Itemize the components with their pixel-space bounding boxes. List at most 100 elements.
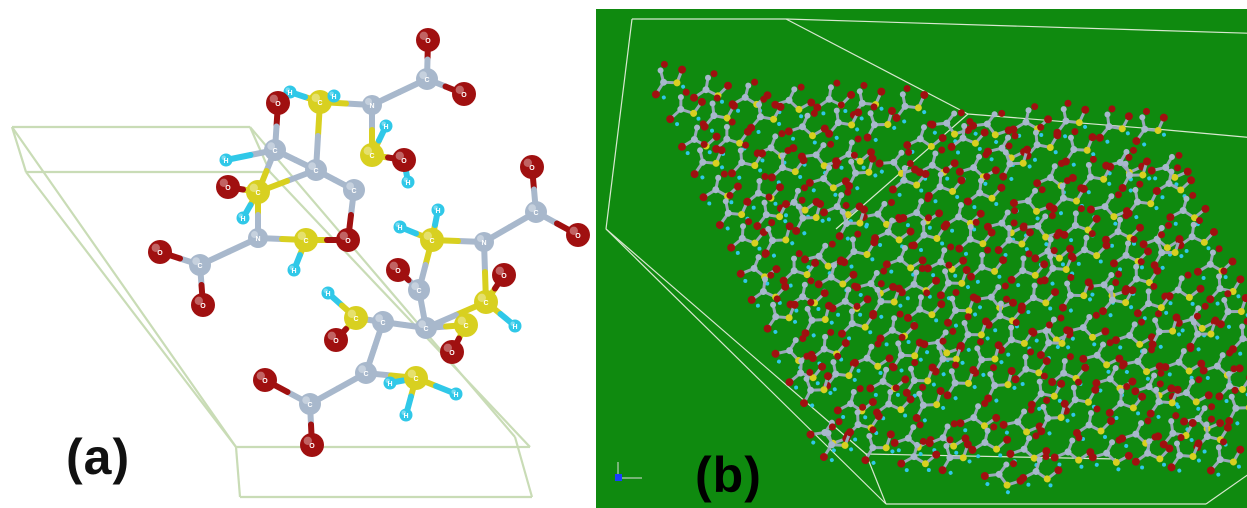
atom-letter: H [383, 124, 388, 131]
panel-label-a: (a) [66, 429, 131, 485]
atom: H [327, 89, 341, 103]
molecule-tile [752, 287, 808, 340]
molecule-tile [1164, 187, 1213, 231]
molecule-tile [1196, 341, 1247, 391]
atom: H [379, 119, 393, 133]
atom-letter: C [353, 316, 358, 323]
atom-letter: O [529, 165, 535, 172]
atom: C [415, 317, 437, 339]
molecule-tile [697, 168, 744, 209]
molecule-tile [1067, 149, 1122, 199]
atom-letter: H [453, 392, 458, 399]
atom-letter: H [387, 381, 392, 388]
atom-letter: C [272, 148, 277, 155]
atom: O [191, 293, 215, 317]
atom: O [440, 340, 464, 364]
molecule-tile [726, 75, 775, 118]
molecule-tile [980, 292, 1029, 335]
atom: O [416, 28, 440, 52]
atom: H [383, 376, 397, 390]
atom: C [355, 362, 377, 384]
atom: O [253, 368, 277, 392]
atom-letter: O [395, 268, 401, 275]
atom: H [431, 203, 445, 217]
atom-letter: C [351, 188, 356, 195]
molecule-tile [745, 269, 792, 310]
unit-cell-edge [1205, 474, 1247, 505]
molecule-tile [688, 68, 734, 108]
molecule-tile [830, 141, 888, 197]
unit-cell-edge [10, 126, 28, 173]
atom-letter: C [533, 210, 538, 217]
molecule-tile [1100, 379, 1150, 423]
unit-cell-edge [269, 171, 531, 448]
atom: C [525, 201, 547, 223]
unit-cell-edge [234, 446, 242, 498]
atom-letter: O [501, 273, 507, 280]
atom: O [386, 258, 410, 282]
atom: O [324, 328, 348, 352]
molecule-tile [1066, 228, 1113, 268]
atom: H [508, 319, 522, 333]
atom-letter: H [223, 158, 228, 165]
atom-letter: O [345, 238, 351, 245]
atom-letter: C [429, 238, 434, 245]
atom-letter: C [363, 371, 368, 378]
molecule-tile [879, 235, 932, 283]
atom: C [246, 180, 270, 204]
atom: C [305, 159, 327, 181]
atom-letter: C [303, 238, 308, 245]
atom: C [189, 254, 211, 276]
atom-letter: O [401, 158, 407, 165]
atom-letter: O [461, 92, 467, 99]
atom-letter: O [425, 38, 431, 45]
atom-letter: C [463, 323, 468, 330]
unit-cell-edge [785, 18, 1247, 34]
molecule-tile [781, 349, 830, 393]
atom-letter: O [449, 350, 455, 357]
atom-letter: C [380, 320, 385, 327]
molecule-tile [1128, 278, 1179, 324]
atom-letter: C [369, 153, 374, 160]
molecule-lattice-b [639, 52, 1247, 502]
molecule-tile [1158, 337, 1211, 386]
atom-letter: H [512, 324, 517, 331]
atom-letter: C [423, 326, 428, 333]
atom-letter: O [333, 338, 339, 345]
molecule-tile [950, 215, 1000, 259]
atom-letter: O [262, 378, 268, 385]
molecule-tile [1042, 92, 1098, 144]
atom: C [308, 90, 332, 114]
atom: H [219, 153, 233, 167]
atom-letter: N [255, 236, 260, 243]
molecule-tile [781, 102, 835, 151]
unit-cell-edge [25, 171, 237, 448]
atom-letter: C [197, 263, 202, 270]
atom: C [454, 313, 478, 337]
atom-letter: C [317, 100, 322, 107]
atom-letter: C [416, 288, 421, 295]
atom-letter: C [413, 376, 418, 383]
unit-cell-b [605, 18, 1247, 505]
atom: O [266, 91, 290, 115]
atom-letter: O [157, 250, 163, 257]
molecule-tile [704, 184, 760, 236]
atom-letter: O [275, 101, 281, 108]
unit-cell-edge [605, 228, 867, 455]
atom-letter: H [325, 291, 330, 298]
atom-letter: O [575, 233, 581, 240]
atom-letter: N [481, 240, 486, 247]
atom-letter: O [309, 443, 315, 450]
unit-cell-edge [11, 126, 237, 448]
atom: H [393, 220, 407, 234]
molecule-tile [691, 88, 745, 137]
molecule-tile [793, 128, 850, 183]
molecule-tile [1121, 100, 1177, 152]
molecule-tile [722, 214, 772, 258]
atom: O [148, 240, 172, 264]
atom: O [336, 228, 360, 252]
atom: O [452, 82, 476, 106]
atom: H [236, 211, 250, 225]
atom-letter: C [307, 402, 312, 409]
